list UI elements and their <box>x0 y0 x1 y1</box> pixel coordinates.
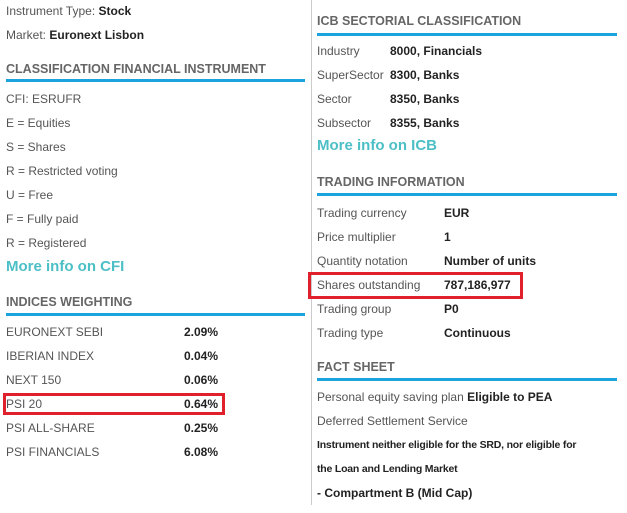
trading-value: Number of units <box>444 254 536 268</box>
trading-label: Trading currency <box>317 206 407 220</box>
icb-heading: ICB SECTORIAL CLASSIFICATION <box>317 14 522 28</box>
trading-heading: TRADING INFORMATION <box>317 175 465 189</box>
trading-underline <box>317 193 617 196</box>
cfi-line: R = Restricted voting <box>6 164 118 178</box>
instrument-type: Instrument Type: Stock <box>6 4 132 18</box>
index-weight: 0.04% <box>184 349 219 363</box>
highlight-box-psi20 <box>3 393 225 415</box>
indices-underline <box>6 313 305 316</box>
trading-label: Trading group <box>317 302 392 316</box>
icb-value: 8350, Banks <box>390 92 460 106</box>
cfi-line: S = Shares <box>6 140 66 154</box>
cfi-code: CFI: ESRUFR <box>6 92 82 106</box>
cfi-line: E = Equities <box>6 116 71 130</box>
pea-line: Personal equity saving plan Eligible to … <box>317 390 553 404</box>
index-name: PSI 20 <box>6 397 43 411</box>
trading-label: Quantity notation <box>317 254 408 268</box>
trading-label: Trading type <box>317 326 384 340</box>
deferred-settlement: Deferred Settlement Service <box>317 414 468 428</box>
fact-sheet-heading: FACT SHEET <box>317 360 395 374</box>
trading-value: EUR <box>444 206 470 220</box>
icb-label: Industry <box>317 44 360 58</box>
column-divider <box>311 0 312 505</box>
trading-value: P0 <box>444 302 459 316</box>
icb-label: SuperSector <box>317 68 384 82</box>
icb-value: 8355, Banks <box>390 116 460 130</box>
index-weight: 6.08% <box>184 445 219 459</box>
icb-underline <box>317 33 617 36</box>
trading-value: 787,186,977 <box>444 278 511 292</box>
cfi-heading: CLASSIFICATION FINANCIAL INSTRUMENT <box>6 62 266 76</box>
more-info-cfi-link[interactable]: More info on CFI <box>6 258 125 275</box>
icb-value: 8300, Banks <box>390 68 460 82</box>
more-info-icb-link[interactable]: More info on ICB <box>317 137 437 154</box>
icb-label: Subsector <box>317 116 372 130</box>
cfi-line: R = Registered <box>6 236 87 250</box>
trading-label: Price multiplier <box>317 230 396 244</box>
index-name: EURONEXT SEBI <box>6 325 104 339</box>
icb-value: 8000, Financials <box>390 44 483 58</box>
indices-heading: INDICES WEIGHTING <box>6 295 133 309</box>
index-weight: 2.09% <box>184 325 219 339</box>
trading-value: 1 <box>444 230 451 244</box>
index-weight: 0.06% <box>184 373 219 387</box>
index-name: PSI ALL-SHARE <box>6 421 95 435</box>
fact-sheet-underline <box>317 378 617 381</box>
cfi-underline <box>6 79 305 82</box>
market: Market: Euronext Lisbon <box>6 28 145 42</box>
index-name: PSI FINANCIALS <box>6 445 100 459</box>
highlight-box-shares-outstanding <box>308 272 523 299</box>
index-weight: 0.25% <box>184 421 219 435</box>
trading-label: Shares outstanding <box>317 278 421 292</box>
cfi-line: F = Fully paid <box>6 212 79 226</box>
index-name: NEXT 150 <box>6 373 62 387</box>
srd-eligibility-line2: the Loan and Lending Market <box>317 463 458 475</box>
icb-label: Sector <box>317 92 352 106</box>
srd-eligibility-line1: Instrument neither eligible for the SRD,… <box>317 439 577 451</box>
trading-value: Continuous <box>444 326 511 340</box>
cfi-line: U = Free <box>6 188 54 202</box>
index-weight: 0.64% <box>184 397 219 411</box>
compartment: - Compartment B (Mid Cap) <box>317 486 473 500</box>
index-name: IBERIAN INDEX <box>6 349 95 363</box>
